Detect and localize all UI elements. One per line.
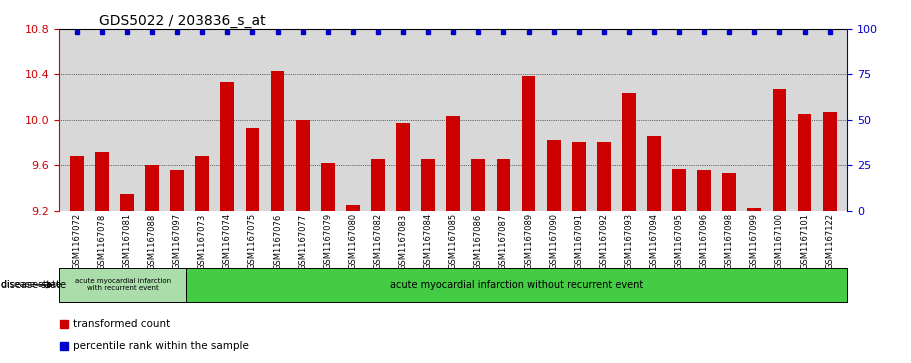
- Bar: [773, 89, 786, 211]
- Bar: [572, 142, 586, 211]
- Text: GSM1167085: GSM1167085: [449, 213, 457, 269]
- Bar: [145, 165, 159, 211]
- Text: GSM1167099: GSM1167099: [750, 213, 759, 269]
- Bar: [471, 159, 486, 211]
- Bar: [371, 159, 384, 211]
- Text: GSM1167088: GSM1167088: [148, 213, 157, 269]
- Text: transformed count: transformed count: [73, 319, 170, 329]
- Bar: [120, 193, 134, 211]
- Bar: [697, 170, 711, 211]
- Text: GSM1167097: GSM1167097: [173, 213, 181, 269]
- Text: GSM1167075: GSM1167075: [248, 213, 257, 269]
- Bar: [672, 168, 686, 211]
- Text: GSM1167080: GSM1167080: [348, 213, 357, 269]
- Bar: [271, 71, 284, 211]
- Bar: [722, 173, 736, 211]
- Text: disease state: disease state: [1, 280, 66, 290]
- Text: acute myocardial infarction without recurrent event: acute myocardial infarction without recu…: [390, 280, 643, 290]
- Bar: [170, 170, 184, 211]
- Bar: [446, 117, 460, 211]
- Bar: [296, 120, 310, 211]
- Text: GSM1167098: GSM1167098: [725, 213, 733, 269]
- Text: GSM1167086: GSM1167086: [474, 213, 483, 269]
- Text: GSM1167078: GSM1167078: [97, 213, 107, 269]
- Text: GSM1167077: GSM1167077: [298, 213, 307, 269]
- Text: GSM1167094: GSM1167094: [650, 213, 659, 269]
- Text: GSM1167091: GSM1167091: [574, 213, 583, 269]
- Bar: [647, 136, 660, 211]
- Bar: [195, 156, 210, 211]
- Text: GSM1167101: GSM1167101: [800, 213, 809, 269]
- Text: GSM1167089: GSM1167089: [524, 213, 533, 269]
- Text: GSM1167092: GSM1167092: [599, 213, 609, 269]
- Bar: [597, 142, 610, 211]
- Text: GSM1167122: GSM1167122: [825, 213, 834, 269]
- Text: acute myocardial infarction
with recurrent event: acute myocardial infarction with recurre…: [75, 278, 171, 291]
- Text: GSM1167079: GSM1167079: [323, 213, 333, 269]
- Text: GSM1167084: GSM1167084: [424, 213, 433, 269]
- Text: GSM1167082: GSM1167082: [374, 213, 383, 269]
- FancyBboxPatch shape: [187, 268, 847, 302]
- Bar: [246, 128, 260, 211]
- Text: GSM1167093: GSM1167093: [624, 213, 633, 269]
- Text: GSM1167073: GSM1167073: [198, 213, 207, 269]
- Text: GSM1167074: GSM1167074: [223, 213, 232, 269]
- Text: GSM1167083: GSM1167083: [398, 213, 407, 269]
- Text: GSM1167096: GSM1167096: [700, 213, 709, 269]
- Bar: [522, 76, 536, 211]
- Text: GSM1167081: GSM1167081: [122, 213, 131, 269]
- Text: GSM1167076: GSM1167076: [273, 213, 282, 269]
- Bar: [798, 114, 812, 211]
- Text: GSM1167090: GSM1167090: [549, 213, 558, 269]
- Text: percentile rank within the sample: percentile rank within the sample: [73, 341, 249, 351]
- Bar: [747, 208, 762, 211]
- Bar: [321, 163, 334, 211]
- Bar: [547, 140, 560, 211]
- Text: GSM1167095: GSM1167095: [674, 213, 683, 269]
- Bar: [346, 205, 360, 211]
- Text: GSM1167100: GSM1167100: [775, 213, 784, 269]
- Bar: [421, 159, 435, 211]
- Bar: [95, 151, 108, 211]
- Text: GDS5022 / 203836_s_at: GDS5022 / 203836_s_at: [98, 14, 265, 28]
- Text: disease state: disease state: [1, 281, 61, 289]
- Bar: [823, 112, 836, 211]
- Bar: [396, 123, 410, 211]
- Bar: [220, 82, 234, 211]
- Bar: [622, 93, 636, 211]
- Text: GSM1167087: GSM1167087: [499, 213, 508, 269]
- Text: GSM1167072: GSM1167072: [72, 213, 81, 269]
- Bar: [70, 156, 84, 211]
- Bar: [496, 159, 510, 211]
- FancyBboxPatch shape: [59, 268, 187, 302]
